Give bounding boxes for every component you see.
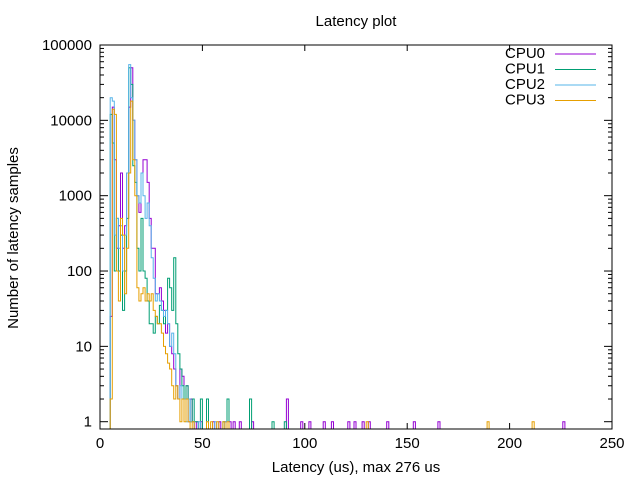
series-cpu3-line	[108, 100, 537, 430]
x-tick-label: 0	[96, 435, 104, 452]
x-tick-label: 150	[395, 435, 420, 452]
y-tick-label: 1000	[59, 188, 92, 205]
y-tick-label: 10	[75, 338, 92, 355]
x-tick-label: 50	[194, 435, 211, 452]
x-tick-label: 100	[292, 435, 317, 452]
legend-label-cpu2: CPU2	[505, 76, 545, 93]
x-tick-label: 250	[599, 435, 624, 452]
legend-label-cpu1: CPU1	[505, 61, 545, 78]
series-layer	[108, 64, 567, 430]
plot-frame	[99, 44, 613, 430]
x-tick-label: 200	[497, 435, 522, 452]
legend-label-cpu0: CPU0	[505, 45, 545, 62]
y-tick-label: 1	[84, 414, 92, 431]
x-axis-label: Latency (us), max 276 us	[272, 459, 440, 476]
y-tick-label: 100000	[42, 37, 92, 54]
series-cpu0-line	[108, 67, 567, 430]
y-tick-label: 10000	[50, 112, 92, 129]
legend-label-cpu3: CPU3	[505, 92, 545, 109]
y-axis-label: Number of latency samples	[5, 147, 22, 329]
chart-title: Latency plot	[316, 13, 398, 30]
y-tick-label: 100	[67, 263, 92, 280]
